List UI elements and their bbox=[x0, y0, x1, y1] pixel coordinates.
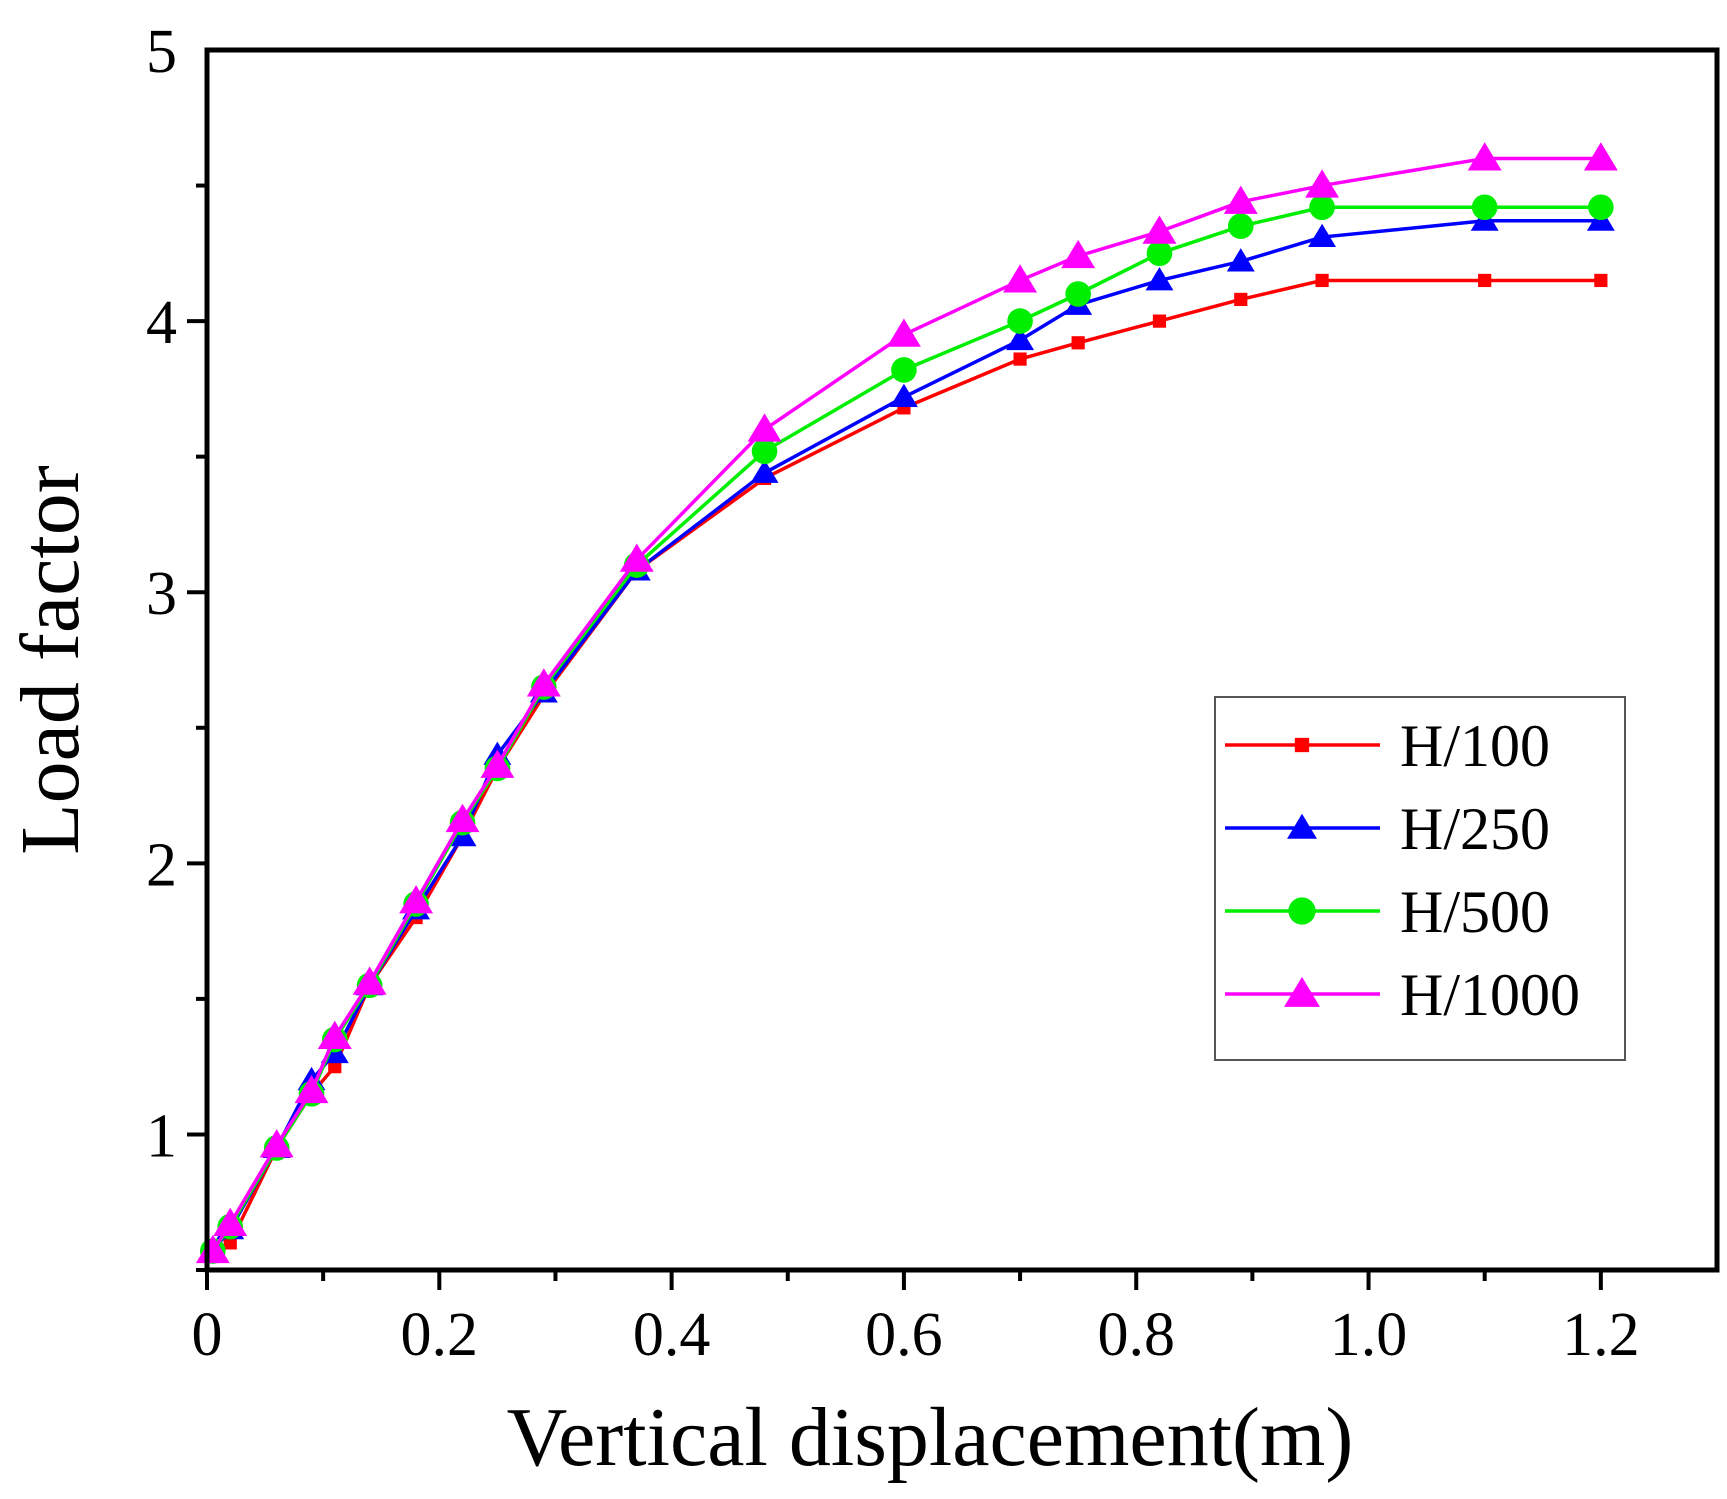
legend-marker bbox=[1294, 737, 1310, 753]
data-point bbox=[1006, 326, 1035, 351]
legend-box bbox=[1214, 696, 1626, 1061]
data-point bbox=[328, 1060, 342, 1074]
y-axis-title: Load factor bbox=[4, 465, 97, 854]
legend-label: H/1000 bbox=[1400, 962, 1580, 1028]
x-tick-label: 0 bbox=[192, 1301, 223, 1369]
x-tick-label: 0.8 bbox=[1097, 1301, 1175, 1369]
data-point bbox=[223, 1236, 237, 1250]
x-tick-label: 1.2 bbox=[1562, 1301, 1640, 1369]
x-axis-ticks: 0 0.2 0.4 0.6 0.8 1.0 1.2 bbox=[192, 1270, 1640, 1369]
data-point bbox=[1142, 215, 1177, 244]
data-point bbox=[1003, 264, 1038, 293]
data-point bbox=[1061, 239, 1096, 269]
data-point bbox=[1146, 240, 1173, 267]
data-point bbox=[1145, 267, 1174, 291]
x-tick-label: 0.6 bbox=[865, 1301, 943, 1369]
data-point bbox=[747, 413, 782, 442]
data-point bbox=[1478, 273, 1492, 288]
data-point bbox=[1467, 142, 1502, 171]
data-point bbox=[1583, 142, 1618, 171]
x-axis-title: Vertical displacement(m) bbox=[507, 1391, 1354, 1484]
data-point bbox=[1471, 194, 1498, 221]
data-point bbox=[1152, 314, 1167, 328]
legend: H/100 H/250 H/500 H/1000 bbox=[1214, 696, 1626, 1061]
y-tick-label: 4 bbox=[146, 289, 177, 357]
data-point bbox=[399, 885, 434, 914]
data-point bbox=[889, 383, 918, 407]
data-point bbox=[1013, 352, 1027, 366]
series-layer bbox=[195, 142, 1618, 1264]
data-point bbox=[213, 1207, 248, 1237]
legend-marker bbox=[1287, 813, 1317, 839]
data-point bbox=[1227, 213, 1254, 240]
data-point bbox=[1305, 169, 1340, 198]
data-point bbox=[294, 1074, 329, 1104]
y-axis-ticks: 1 2 3 4 5 bbox=[146, 18, 207, 1272]
data-point bbox=[1065, 281, 1091, 307]
y-tick-label: 5 bbox=[146, 18, 177, 86]
data-point bbox=[445, 803, 480, 833]
data-point bbox=[1234, 292, 1248, 307]
data-point bbox=[1308, 223, 1337, 248]
data-point bbox=[1226, 248, 1255, 272]
data-point bbox=[1071, 336, 1085, 350]
data-point bbox=[259, 1129, 294, 1158]
y-tick-label: 2 bbox=[146, 831, 177, 899]
data-point bbox=[317, 1020, 352, 1049]
data-point bbox=[1309, 194, 1335, 221]
legend-label: H/250 bbox=[1400, 796, 1550, 862]
plot-frame bbox=[204, 47, 1720, 1273]
y-tick-label: 3 bbox=[146, 560, 177, 628]
legend-entry: H/250 bbox=[1225, 796, 1550, 862]
data-point bbox=[526, 668, 561, 697]
data-point bbox=[1594, 273, 1608, 288]
data-point bbox=[891, 357, 917, 383]
data-point bbox=[886, 318, 921, 347]
data-point bbox=[1588, 194, 1614, 221]
y-tick-label: 1 bbox=[146, 1102, 177, 1170]
legend-label: H/100 bbox=[1400, 713, 1550, 779]
data-point bbox=[1223, 185, 1258, 214]
x-tick-label: 0.4 bbox=[633, 1301, 711, 1369]
legend-entry: H/1000 bbox=[1225, 962, 1580, 1028]
x-tick-label: 1.0 bbox=[1330, 1301, 1408, 1369]
data-point bbox=[750, 459, 779, 483]
data-point bbox=[480, 749, 515, 778]
legend-entry: H/100 bbox=[1225, 713, 1550, 779]
data-point bbox=[751, 438, 778, 465]
data-point bbox=[1007, 308, 1033, 334]
legend-entry: H/500 bbox=[1225, 879, 1550, 945]
data-point bbox=[619, 543, 654, 572]
legend-label: H/500 bbox=[1400, 879, 1550, 945]
x-tick-label: 0.2 bbox=[401, 1301, 479, 1369]
legend-marker bbox=[1288, 897, 1316, 925]
series-h-1000 bbox=[195, 142, 1618, 1264]
data-point bbox=[1315, 273, 1329, 288]
data-point bbox=[195, 1234, 230, 1264]
legend-marker bbox=[1284, 976, 1320, 1007]
data-point bbox=[352, 966, 387, 995]
